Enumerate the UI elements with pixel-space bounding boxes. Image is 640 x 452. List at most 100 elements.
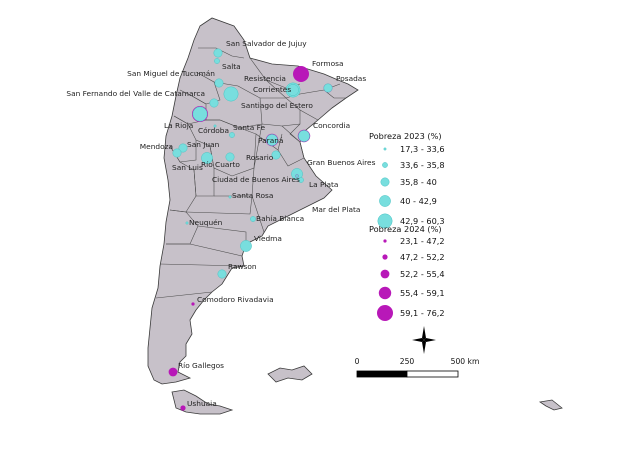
symbol-2023-neuquen xyxy=(185,221,189,225)
malvinas-islands xyxy=(267,365,313,383)
label-mendoza: Mendoza xyxy=(140,142,173,151)
legend-2024-label-2: 47,2 - 52,2 xyxy=(400,252,445,262)
label-santiago-del-estero: Santiago del Estero xyxy=(241,101,313,110)
label-neuquen: Neuquén xyxy=(189,218,223,227)
symbol-2023-rawson xyxy=(217,269,227,279)
map-legend: Pobreza 2023 (%) 17,3 - 33,6 33,6 - 35,8 3… xyxy=(369,131,445,321)
symbol-2023-rio-cuarto xyxy=(201,152,213,164)
legend-2024-symbol-5 xyxy=(377,305,393,321)
symbol-2023-viedma xyxy=(240,240,252,252)
legend-2024-label-5: 59,1 - 76,2 xyxy=(400,308,445,318)
city-labels: San Salvador de Jujuy Salta Formosa San Mig… xyxy=(66,39,375,408)
label-san-fernando-del-valle-de-catamarca: San Fernando del Valle de Catamarca xyxy=(66,89,205,98)
tierra-del-fuego xyxy=(171,389,234,415)
legend-2023-symbol-3 xyxy=(380,177,390,187)
boundary-chubut xyxy=(159,263,245,267)
symbol-2023-salta xyxy=(214,58,220,64)
legend-2023-label-4: 40 - 42,9 xyxy=(400,196,437,206)
label-cordoba: Córdoba xyxy=(198,126,229,135)
label-rawson: Rawson xyxy=(228,262,257,271)
label-la-rioja: La Rioja xyxy=(164,121,193,130)
label-san-luis: San Luis xyxy=(172,163,203,172)
symbol-2024-ushuaia xyxy=(180,405,186,411)
legend-2024-title: Pobreza 2024 (%) xyxy=(369,224,442,234)
label-viedma: Viedma xyxy=(254,234,282,243)
legend-2023-title: Pobreza 2023 (%) xyxy=(369,131,442,141)
symbol-2023-ciudad-de-buenos-aires xyxy=(295,174,299,178)
symbol-2023-santiago-del-estero xyxy=(287,84,299,96)
scale-bar-dark-segment xyxy=(356,370,408,378)
label-rosario: Rosario xyxy=(246,153,274,162)
label-rio-gallegos: Río Gallegos xyxy=(178,361,224,370)
scale-bar: 0 250 500 km xyxy=(355,357,480,378)
symbol-2024-rio-gallegos xyxy=(168,367,178,377)
label-bahia-blanca: Bahía Blanca xyxy=(256,214,304,223)
south-georgia-island xyxy=(538,399,563,411)
legend-2023-symbol-4 xyxy=(379,195,391,207)
symbol-2023-la-rioja xyxy=(192,106,208,122)
legend-2024-symbol-3 xyxy=(380,269,390,279)
compass-rose-icon xyxy=(412,326,436,354)
symbol-2023-cordoba xyxy=(213,124,217,128)
symbol-2023-santa-rosa xyxy=(228,195,232,199)
legend-2023-symbol-5 xyxy=(377,213,393,229)
symbol-2023-san-juan xyxy=(178,143,188,153)
symbol-2023-san-salvador-de-jujuy xyxy=(213,48,223,58)
symbol-2023-san-fernando-del-valle-de-catamarca xyxy=(209,98,219,108)
boundary-chaco-santafe xyxy=(260,97,301,127)
legend-2024-symbol-4 xyxy=(378,286,392,300)
symbol-2023-corrientes xyxy=(223,86,239,102)
symbol-2023-mendoza xyxy=(172,148,182,158)
legend-2023-symbol-2 xyxy=(382,162,388,168)
legend-2024-items: 23,1 - 47,2 47,2 - 52,2 52,2 - 55,4 55,4 - … xyxy=(377,236,445,321)
label-santa-rosa: Santa Rosa xyxy=(232,191,273,200)
symbol-2024-formosa xyxy=(293,66,309,82)
scale-label-500: 500 km xyxy=(451,357,480,366)
boundary-entre-rios xyxy=(277,125,305,167)
legend-2023-symbol-1 xyxy=(383,147,387,151)
symbol-2023-san-luis xyxy=(225,152,235,162)
label-san-juan: San Juan xyxy=(187,140,220,149)
scale-label-250: 250 xyxy=(400,357,415,366)
label-resistencia: Resistencia xyxy=(244,74,286,83)
boundary-misiones xyxy=(323,89,346,99)
legend-2024-symbol-2 xyxy=(382,254,388,260)
label-ciudad-de-buenos-aires: Ciudad de Buenos Aires xyxy=(212,175,300,184)
symbol-2024-comodoro-rivadavia xyxy=(191,302,195,306)
symbol-2023-santa-fe xyxy=(229,132,235,138)
legend-2023-label-3: 35,8 - 40 xyxy=(400,177,437,187)
symbol-2023-posadas xyxy=(323,83,333,93)
legend-2024-label-3: 52,2 - 55,4 xyxy=(400,269,445,279)
label-corrientes: Corrientes xyxy=(253,85,291,94)
label-mar-del-plata: Mar del Plata xyxy=(312,205,360,214)
scale-label-0: 0 xyxy=(355,357,360,366)
label-la-plata: La Plata xyxy=(309,180,338,189)
symbol-2023-concordia xyxy=(298,130,310,142)
scale-bar-light-segment xyxy=(406,370,459,378)
label-parana: Paraná xyxy=(258,136,283,145)
legend-2024-label-4: 55,4 - 59,1 xyxy=(400,288,445,298)
boundary-buenosaires xyxy=(251,195,265,237)
symbol-2023-bahia-blanca xyxy=(250,216,256,222)
legend-2023-label-2: 33,6 - 35,8 xyxy=(400,160,445,170)
label-concordia: Concordia xyxy=(313,121,350,130)
boundary-santacruz xyxy=(155,291,213,299)
label-san-salvador-de-jujuy: San Salvador de Jujuy xyxy=(226,39,307,48)
legend-2023-items: 17,3 - 33,6 33,6 - 35,8 35,8 - 40 40 - 42,9… xyxy=(377,144,445,229)
boundary-jujuy-salta xyxy=(198,47,245,59)
city-symbols xyxy=(168,48,333,411)
legend-2024-label-1: 23,1 - 47,2 xyxy=(400,236,445,246)
symbol-2023-gran-buenos-aires xyxy=(291,168,303,180)
label-rio-cuarto: Río Cuarto xyxy=(201,160,240,169)
legend-2023-label-1: 17,3 - 33,6 xyxy=(400,144,445,154)
symbol-2023-rosario xyxy=(271,150,281,160)
boundary-cordoba xyxy=(206,119,257,177)
legend-2023-label-5: 42,9 - 60,3 xyxy=(400,216,445,226)
label-salta: Salta xyxy=(222,62,241,71)
label-posadas: Posadas xyxy=(336,74,366,83)
symbol-2023-la-plata xyxy=(298,177,304,183)
label-comodoro-rivadavia: Comodoro Rivadavia xyxy=(197,295,274,304)
label-santa-fe: Santa Fe xyxy=(233,123,266,132)
